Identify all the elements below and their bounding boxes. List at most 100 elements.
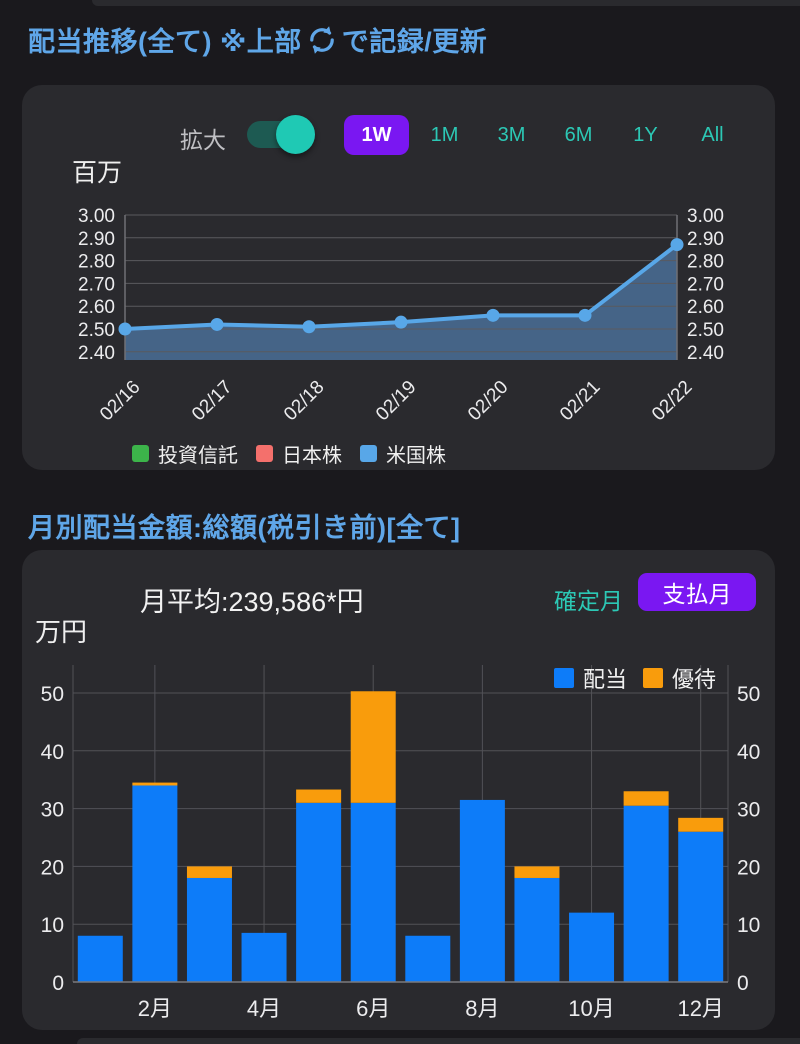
bar-優待-9月[interactable] bbox=[514, 866, 560, 878]
bar-chart-unit-label: 万円 bbox=[35, 617, 88, 647]
x-tick-2月: 2月 bbox=[138, 996, 172, 1021]
range-option-6M[interactable]: 6M bbox=[564, 123, 593, 146]
x-tick-02/22: 02/22 bbox=[648, 377, 696, 425]
line-chart-unit-label: 百万 bbox=[72, 159, 123, 187]
bar-配当-12月[interactable] bbox=[678, 831, 724, 982]
svg-text:2.60: 2.60 bbox=[78, 297, 115, 318]
svg-text:3.00: 3.00 bbox=[78, 206, 115, 227]
zoom-toggle-knob[interactable] bbox=[276, 115, 315, 154]
legend-swatch bbox=[132, 445, 149, 462]
legend-swatch bbox=[643, 668, 664, 688]
bar-優待-2月[interactable] bbox=[132, 782, 178, 786]
bar-配当-8月[interactable] bbox=[459, 799, 505, 982]
x-tick-02/21: 02/21 bbox=[556, 377, 604, 425]
range-option-3M[interactable]: 3M bbox=[497, 123, 526, 146]
bar-優待-6月[interactable] bbox=[350, 691, 396, 803]
data-point-02/17[interactable] bbox=[210, 317, 224, 331]
svg-text:0: 0 bbox=[737, 972, 749, 995]
legend-label: 米国株 bbox=[386, 445, 446, 467]
bar-優待-11月[interactable] bbox=[623, 791, 669, 806]
next-card-edge bbox=[77, 1038, 800, 1044]
legend-item-配当[interactable]: 配当 bbox=[554, 662, 627, 694]
svg-text:3.00: 3.00 bbox=[687, 206, 724, 227]
bar-配当-6月[interactable] bbox=[350, 802, 396, 982]
data-point-02/20[interactable] bbox=[486, 308, 500, 322]
x-tick-6月: 6月 bbox=[356, 996, 390, 1021]
monthly-average-value: 月平均:239,586*円 bbox=[140, 587, 364, 617]
legend-swatch bbox=[554, 668, 574, 688]
legend-label: 日本株 bbox=[282, 445, 342, 467]
confirmed-month-button[interactable]: 確定月 bbox=[542, 576, 635, 622]
zoom-toggle-label: 拡大 bbox=[180, 127, 226, 153]
svg-text:50: 50 bbox=[737, 683, 760, 706]
line-chart-legend: 投資信託 日本株 米国株 bbox=[132, 439, 446, 468]
svg-text:0: 0 bbox=[52, 972, 64, 995]
line-area-fill bbox=[125, 244, 677, 360]
svg-text:20: 20 bbox=[41, 856, 64, 879]
svg-text:40: 40 bbox=[41, 741, 64, 764]
data-point-02/16[interactable] bbox=[118, 322, 132, 336]
section-title-dividend-trend: 配当推移(全て) ※上部 で記録/更新 bbox=[28, 20, 487, 59]
data-point-02/19[interactable] bbox=[394, 315, 408, 329]
legend-label: 優待 bbox=[672, 667, 717, 692]
bar-配当-1月[interactable] bbox=[77, 935, 123, 982]
bar-優待-3月[interactable] bbox=[186, 866, 232, 878]
svg-text:2.50: 2.50 bbox=[78, 320, 115, 341]
svg-text:20: 20 bbox=[737, 856, 760, 879]
bar-配当-5月[interactable] bbox=[296, 802, 342, 982]
bar-配当-10月[interactable] bbox=[569, 912, 615, 982]
svg-text:10: 10 bbox=[737, 914, 760, 937]
svg-text:2.90: 2.90 bbox=[687, 229, 724, 250]
section-title-monthly-dividend: 月別配当金額:総額(税引き前)[全て] bbox=[28, 506, 460, 545]
data-point-02/18[interactable] bbox=[302, 320, 316, 334]
legend-label: 配当 bbox=[583, 667, 628, 692]
refresh-icon bbox=[309, 25, 334, 54]
range-option-1M[interactable]: 1M bbox=[430, 123, 459, 146]
payment-month-button[interactable]: 支払月 bbox=[638, 573, 756, 611]
section-title2-text: 月別配当金額:総額(税引き前)[全て] bbox=[28, 513, 461, 543]
legend-item-日本株[interactable]: 日本株 bbox=[256, 439, 342, 468]
bar-優待-12月[interactable] bbox=[678, 817, 724, 832]
section-title-text-prefix: 配当推移(全て) ※上部 bbox=[28, 27, 302, 57]
range-option-All[interactable]: All bbox=[701, 123, 724, 146]
bar-配当-11月[interactable] bbox=[623, 805, 669, 982]
bar-配当-7月[interactable] bbox=[405, 935, 451, 982]
range-option-1W[interactable]: 1W bbox=[344, 115, 409, 155]
legend-item-優待[interactable]: 優待 bbox=[643, 662, 716, 694]
zoom-toggle-switch[interactable] bbox=[247, 115, 315, 154]
svg-text:30: 30 bbox=[737, 799, 760, 822]
dividend-trend-line-chart[interactable]: 2.40 2.402.50 2.502.60 2.602.70 2.702.80 2.80… bbox=[22, 185, 775, 439]
range-option-1Y[interactable]: 1Y bbox=[633, 123, 658, 146]
svg-text:2.90: 2.90 bbox=[78, 229, 115, 250]
svg-text:2.70: 2.70 bbox=[78, 274, 115, 295]
svg-text:50: 50 bbox=[41, 683, 64, 706]
monthly-dividend-bar-chart[interactable]: 0 0 10 10 20 20 30 30 40 40 50 50 2月 4月 6月 8月 10月 12月 bbox=[22, 660, 775, 1030]
x-tick-02/19: 02/19 bbox=[372, 377, 420, 425]
x-tick-8月: 8月 bbox=[465, 996, 499, 1021]
bar-配当-2月[interactable] bbox=[132, 785, 178, 982]
svg-text:2.60: 2.60 bbox=[687, 297, 724, 318]
svg-text:2.40: 2.40 bbox=[687, 343, 724, 364]
x-tick-12月: 12月 bbox=[677, 996, 723, 1021]
data-point-02/22[interactable] bbox=[670, 238, 684, 252]
svg-text:2.40: 2.40 bbox=[78, 343, 115, 364]
svg-text:2.70: 2.70 bbox=[687, 274, 724, 295]
data-point-02/21[interactable] bbox=[578, 308, 592, 322]
svg-text:2.80: 2.80 bbox=[687, 252, 724, 273]
bar-chart-legend: 配当 優待 bbox=[554, 662, 716, 694]
dividend-trend-card: 拡大 1W 1M 3M 6M 1Y All 百万 2.40 2.40 2.50 2.50 2.60… bbox=[22, 85, 775, 470]
x-tick-10月: 10月 bbox=[568, 996, 614, 1021]
svg-text:40: 40 bbox=[737, 741, 760, 764]
bar-配当-3月[interactable] bbox=[186, 877, 232, 982]
section-title-text-suffix: で記録/更新 bbox=[341, 27, 488, 57]
legend-item-投資信託[interactable]: 投資信託 bbox=[132, 439, 238, 468]
bar-配当-9月[interactable] bbox=[514, 877, 560, 982]
legend-item-米国株[interactable]: 米国株 bbox=[360, 439, 446, 468]
bar-優待-5月[interactable] bbox=[296, 789, 342, 803]
x-tick-02/16: 02/16 bbox=[96, 377, 144, 425]
svg-text:10: 10 bbox=[41, 914, 64, 937]
x-tick-4月: 4月 bbox=[247, 996, 281, 1021]
bar-配当-4月[interactable] bbox=[241, 932, 287, 982]
previous-card-edge bbox=[92, 0, 800, 6]
monthly-dividend-card: 月平均:239,586*円 確定月 支払月 万円 配当 優待 0 0 10 10 20 20… bbox=[22, 550, 775, 1030]
